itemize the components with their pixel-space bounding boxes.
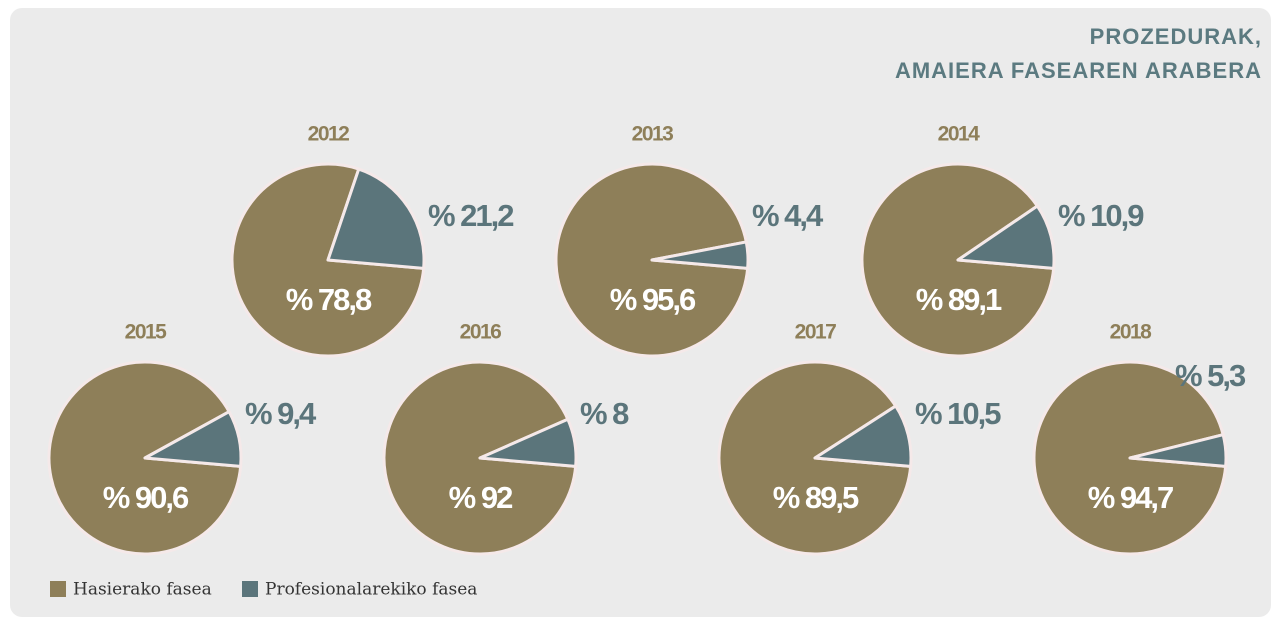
value-label: % 95,6 — [610, 282, 696, 317]
pie-slice — [143, 410, 243, 468]
value-label: % 89,5 — [773, 480, 859, 515]
value-label: % 90,6 — [103, 480, 189, 515]
pie-slice — [956, 204, 1056, 270]
legend-label: Hasierako fasea — [73, 580, 212, 600]
pie-title: 2013 — [632, 123, 674, 146]
value-label: % 21,2 — [428, 198, 513, 233]
value-label: % 5,3 — [1175, 358, 1246, 393]
pie-title: 2014 — [938, 123, 981, 146]
value-label: % 10,9 — [1058, 198, 1144, 233]
value-label: % 92 — [449, 480, 512, 515]
value-label: % 8 — [580, 396, 629, 431]
pie-slice — [326, 167, 426, 270]
value-label: % 78,8 — [286, 282, 372, 317]
legend-swatch — [50, 581, 66, 597]
value-label: % 9,4 — [245, 396, 317, 431]
pie-slice — [650, 240, 750, 270]
chart-title: PROZEDURAK, — [1090, 24, 1262, 49]
pie-title: 2015 — [125, 321, 168, 344]
pie-title: 2016 — [460, 321, 502, 344]
legend-swatch — [242, 581, 258, 597]
legend-label: Profesionalarekiko fasea — [265, 580, 477, 600]
pie-title: 2017 — [795, 321, 837, 344]
value-label: % 4,4 — [752, 198, 824, 233]
value-label: % 89,1 — [916, 282, 1002, 317]
pie-title: 2012 — [308, 123, 350, 146]
chart-title: AMAIERA FASEAREN ARABERA — [895, 58, 1262, 83]
value-label: % 94,7 — [1088, 480, 1173, 515]
pie-slice — [813, 404, 913, 468]
pie-slice — [1128, 433, 1228, 468]
pie-slice — [478, 417, 578, 468]
pie-title: 2018 — [1110, 321, 1153, 344]
value-label: % 10,5 — [915, 396, 1001, 431]
